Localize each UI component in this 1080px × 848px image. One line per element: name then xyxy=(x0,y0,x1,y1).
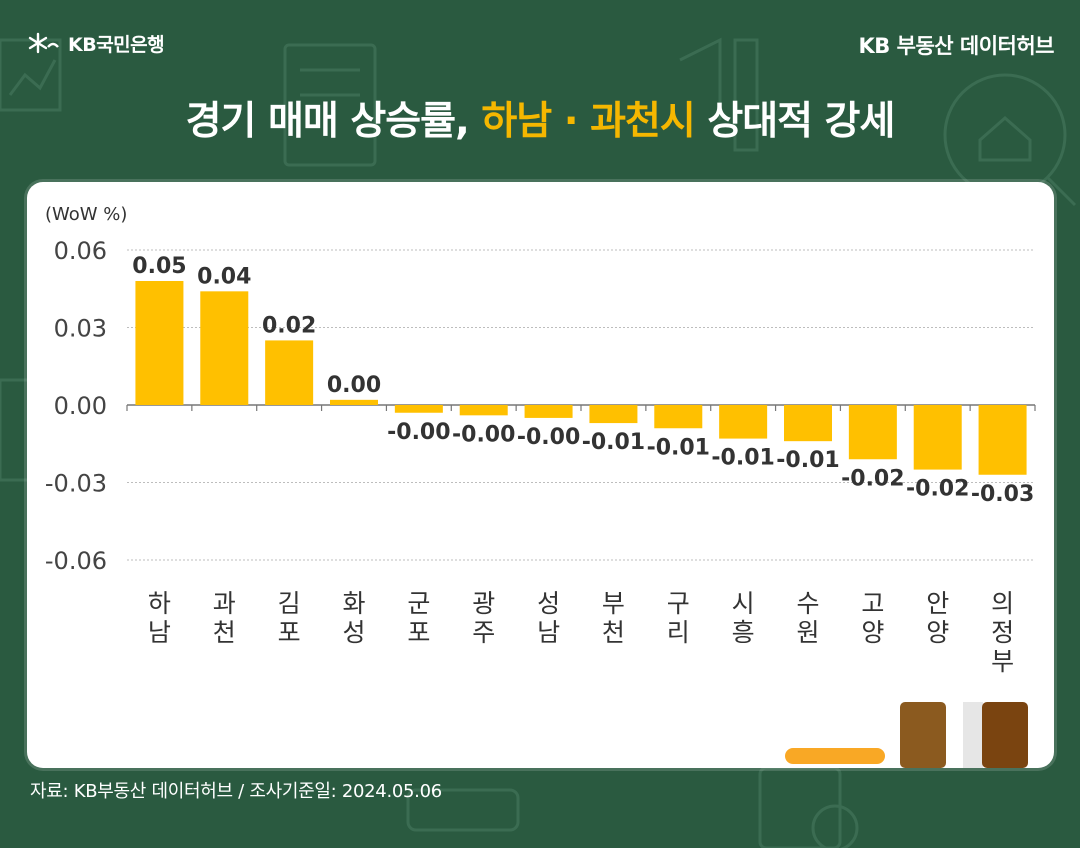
bar-chart: (WoW %) 0.06 0.03 0.00 -0.03 -0.06 0.05 0.04 0… xyxy=(45,204,1036,768)
data-label: -0.01 xyxy=(711,446,774,471)
y-tick-label: -0.06 xyxy=(45,547,107,575)
data-label: -0.00 xyxy=(452,422,515,447)
bar xyxy=(589,405,638,424)
bar xyxy=(654,405,703,429)
y-tick-label: 0.03 xyxy=(54,315,107,343)
data-label: -0.01 xyxy=(582,430,645,455)
title-part1: 경기 매매 상승률, xyxy=(185,99,470,144)
title-highlight: 하남 · 과천시 xyxy=(481,99,695,144)
bar xyxy=(913,405,962,470)
y-tick-label: 0.06 xyxy=(54,237,107,265)
source-note: 자료: KB부동산 데이터허브 / 조사기준일: 2024.05.06 xyxy=(30,781,442,802)
data-label: 0.02 xyxy=(262,313,316,338)
data-label: 0.05 xyxy=(132,254,186,279)
logo-text: KB국민은행 xyxy=(68,33,165,56)
bar xyxy=(459,405,508,416)
page-title: 경기 매매 상승률, 하남 · 과천시 상대적 강세 xyxy=(0,90,1080,146)
data-hub-label: KB 부동산 데이터허브 xyxy=(858,34,1055,58)
bar xyxy=(784,405,832,442)
data-label: -0.00 xyxy=(517,425,580,450)
bar xyxy=(265,340,314,405)
y-tick-label: -0.03 xyxy=(45,470,107,498)
data-label: -0.02 xyxy=(906,477,969,502)
data-label: -0.01 xyxy=(647,435,710,460)
bar xyxy=(330,399,378,405)
bar xyxy=(524,405,573,418)
bar xyxy=(719,405,768,439)
bar xyxy=(848,405,897,460)
y-axis-label: (WoW %) xyxy=(45,204,127,225)
data-label: -0.00 xyxy=(387,420,450,445)
title-part2: 상대적 강세 xyxy=(707,99,895,144)
kb-star-icon xyxy=(28,32,59,54)
bar xyxy=(394,405,443,413)
data-label: 0.04 xyxy=(197,264,251,289)
data-label: -0.02 xyxy=(841,466,904,491)
y-tick-label: 0.00 xyxy=(54,392,107,420)
bar xyxy=(978,405,1027,475)
data-label: 0.00 xyxy=(327,373,381,398)
chart-card: (WoW %) 0.06 0.03 0.00 -0.03 -0.06 0.05 0.04 0… xyxy=(27,182,1054,768)
decorative-blocks xyxy=(785,702,1028,768)
bar xyxy=(135,281,184,405)
data-label: -0.03 xyxy=(971,482,1034,507)
bar xyxy=(200,291,249,405)
data-label: -0.01 xyxy=(776,448,839,473)
kb-bank-logo: KB국민은행 xyxy=(26,28,165,58)
